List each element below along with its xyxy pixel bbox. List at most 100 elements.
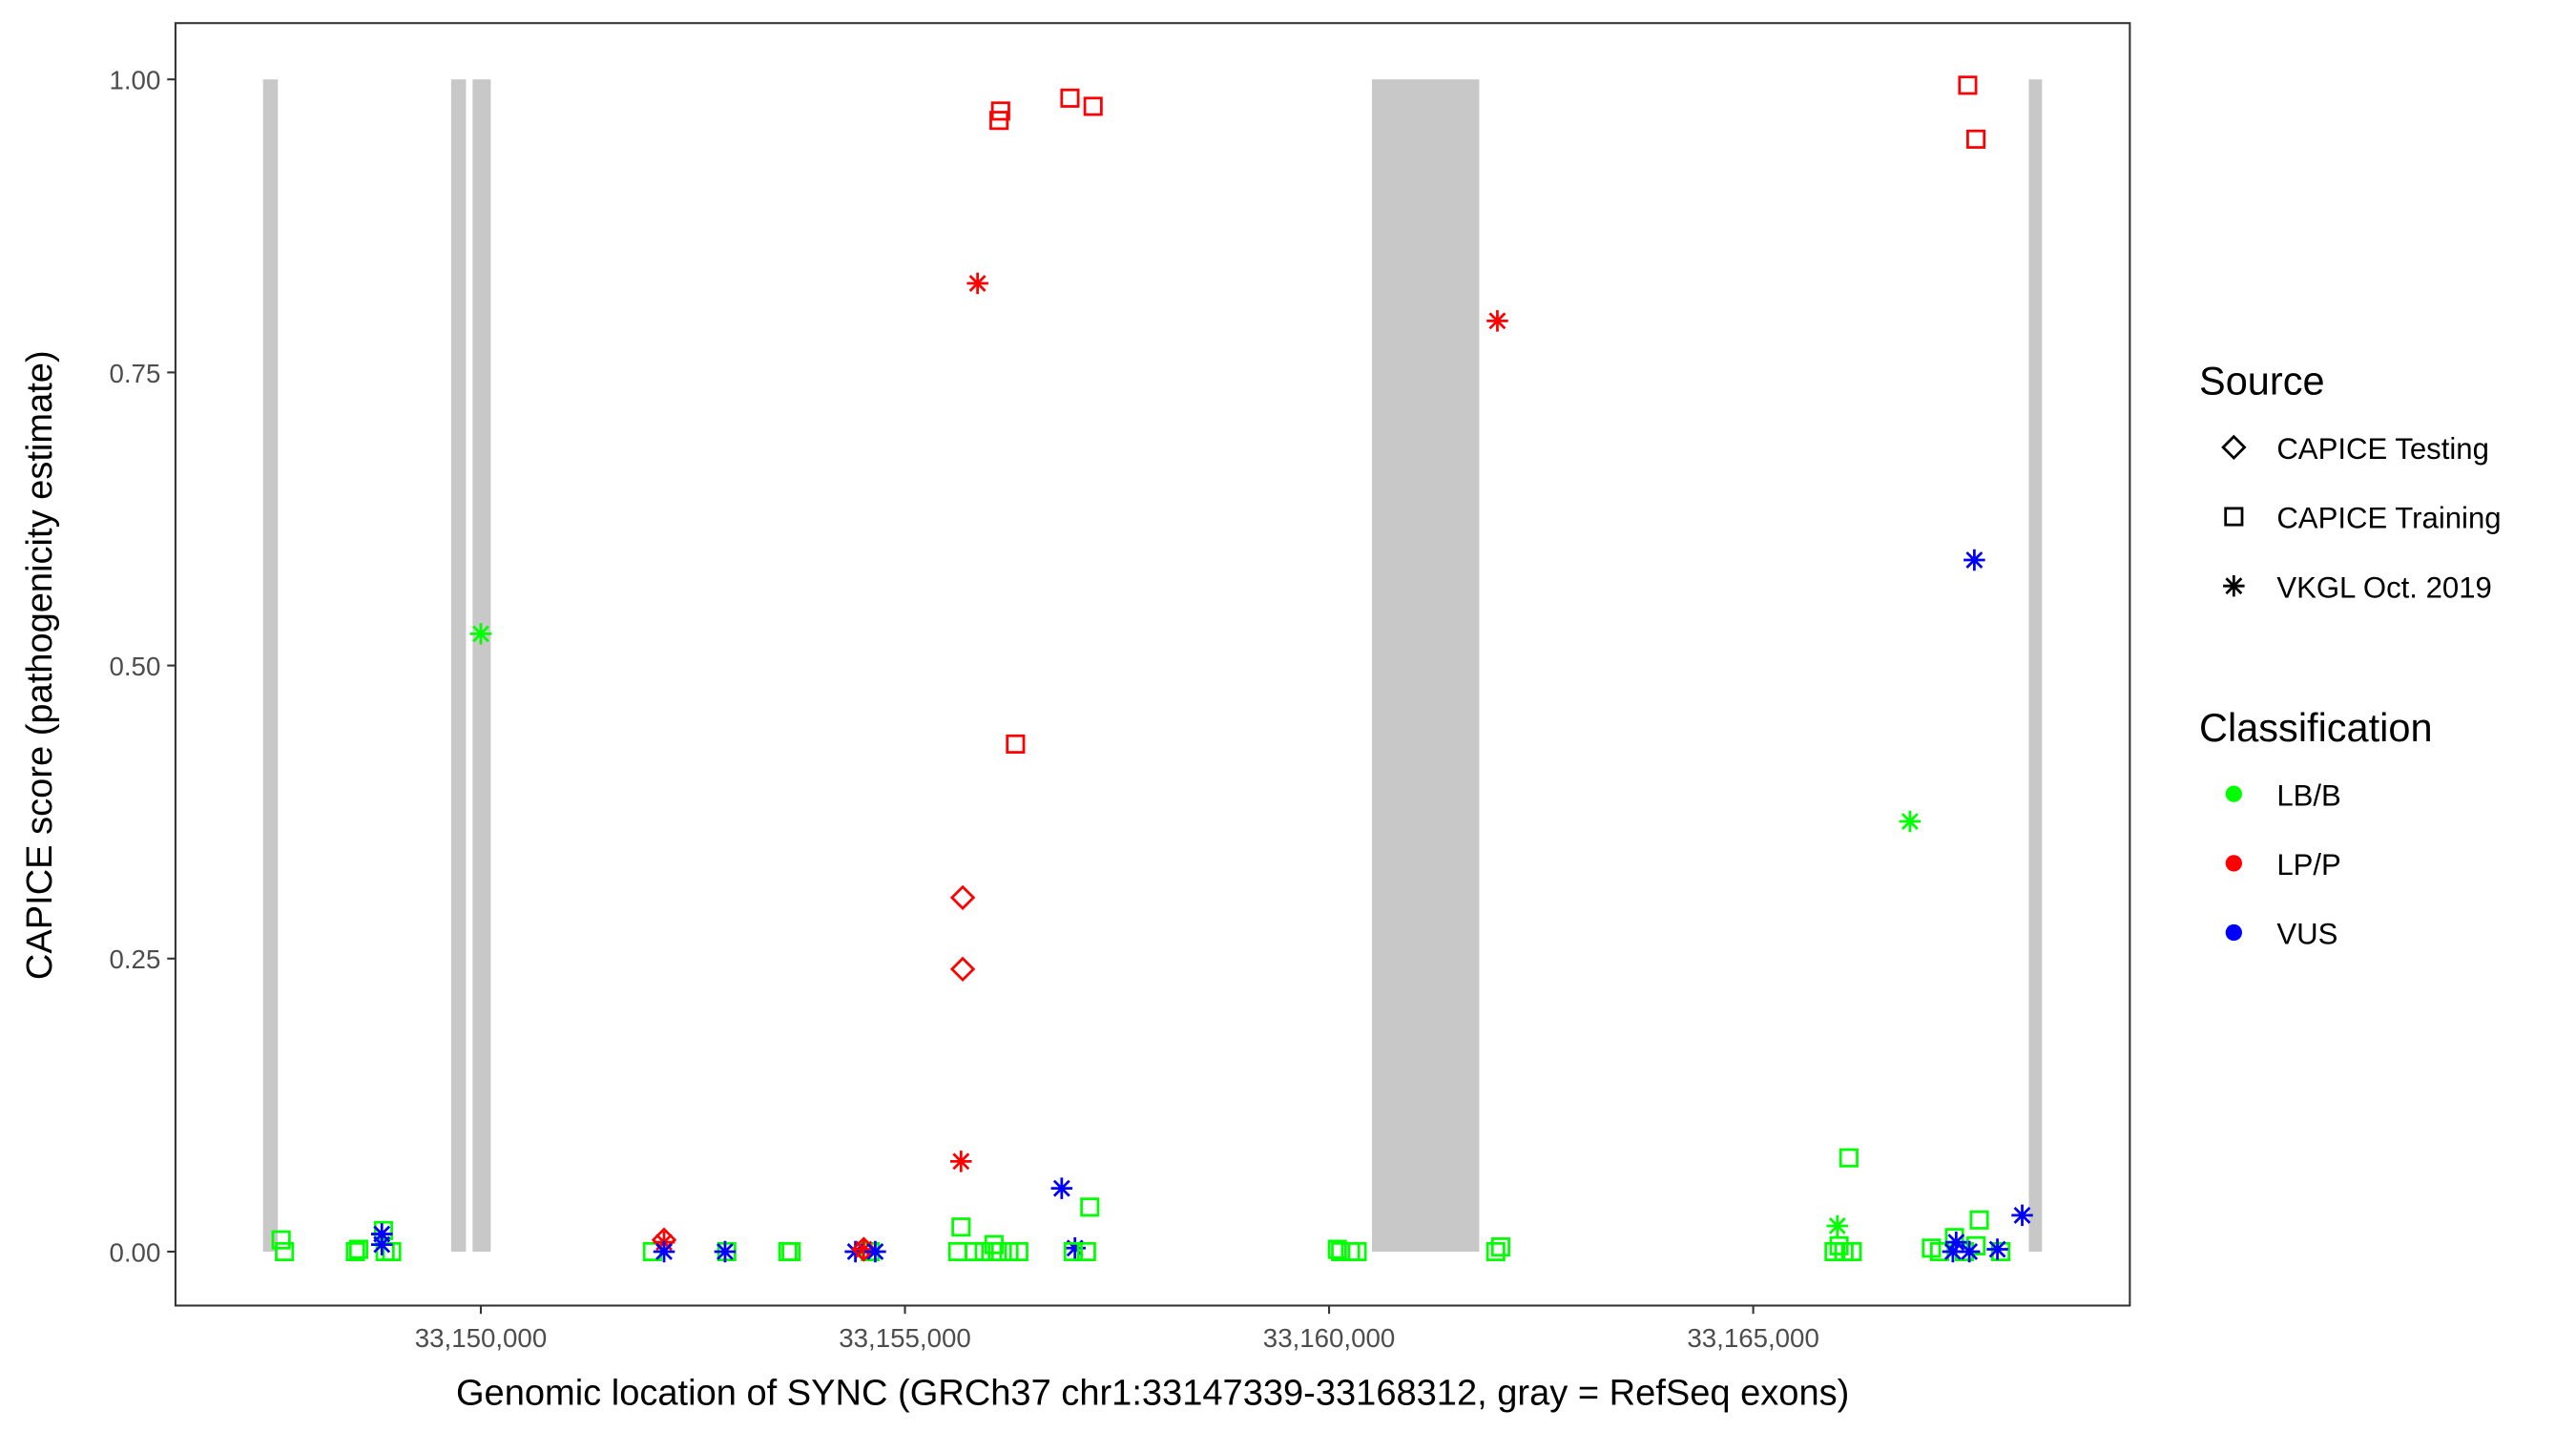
asterisk-marker	[1899, 810, 1922, 833]
square-marker	[348, 1239, 368, 1259]
exon-band	[2028, 79, 2043, 1252]
data-point	[781, 1241, 801, 1262]
data-point	[1050, 1177, 1073, 1199]
asterisk-marker	[1942, 1240, 1964, 1263]
x-tick-label: 33,165,000	[1687, 1323, 1819, 1353]
data-point	[999, 1241, 1019, 1262]
legend: Source CAPICE Testing CAPICE Training VKGL…	[2199, 358, 2502, 950]
data-point	[949, 956, 976, 983]
data-point	[1842, 1241, 1862, 1262]
data-point	[947, 1241, 967, 1262]
data-point	[1824, 1241, 1844, 1262]
data-point	[1076, 1241, 1096, 1262]
data-point	[1945, 1231, 1967, 1254]
square-marker	[1083, 96, 1103, 116]
data-point	[1063, 1241, 1083, 1262]
square-marker	[2224, 507, 2244, 527]
data-point	[714, 1240, 737, 1263]
square-marker	[275, 1241, 295, 1262]
data-point	[348, 1239, 368, 1259]
square-marker	[1958, 75, 1978, 95]
data-point	[1083, 96, 1103, 116]
data-point	[1839, 1148, 1859, 1168]
y-tick-label: 0.75	[109, 359, 160, 388]
square-marker	[1076, 1241, 1096, 1262]
legend-label-class: VUS	[2276, 918, 2337, 951]
asterisk-marker	[714, 1240, 737, 1263]
asterisk-marker	[1826, 1214, 1849, 1237]
data-points	[271, 75, 2033, 1263]
square-marker	[1347, 1241, 1367, 1262]
square-marker	[1966, 129, 1986, 149]
square-marker	[1490, 1237, 1510, 1257]
asterisk-marker	[1958, 1240, 1981, 1263]
square-marker	[1006, 734, 1026, 754]
data-point	[1060, 88, 1080, 108]
exon-band	[1372, 79, 1480, 1252]
data-point	[1064, 1237, 1086, 1259]
square-marker	[1060, 88, 1080, 108]
square-marker	[1842, 1241, 1862, 1262]
square-marker	[1969, 1210, 1989, 1230]
square-marker	[1327, 1239, 1347, 1259]
asterisk-marker	[864, 1240, 886, 1263]
legend-key-dot	[2225, 855, 2242, 872]
data-point	[345, 1241, 365, 1262]
square-marker	[1080, 1197, 1100, 1217]
square-marker	[1839, 1148, 1859, 1168]
data-point	[1958, 1240, 1981, 1263]
x-axis: 33,150,000 33,155,000 33,160,000 33,165,000	[415, 1305, 1819, 1353]
legend-source-title: Source	[2199, 358, 2325, 403]
data-point	[1486, 310, 1508, 332]
data-point	[1986, 1238, 2008, 1260]
asterisk-marker	[1963, 549, 1985, 571]
square-marker	[271, 1230, 291, 1250]
asterisk-marker	[370, 1234, 393, 1255]
x-tick-label: 33,160,000	[1263, 1323, 1396, 1353]
y-tick-label: 0.25	[109, 944, 160, 974]
asterisk-marker	[1986, 1238, 2008, 1260]
legend-label-class: LP/P	[2276, 848, 2340, 881]
asterisk-marker	[853, 1238, 875, 1260]
data-point	[966, 272, 988, 295]
square-marker	[373, 1220, 393, 1240]
plot-panel-border	[174, 22, 2131, 1307]
asterisk-marker	[1945, 1231, 1967, 1254]
data-point	[1485, 1241, 1506, 1262]
legend-label-testing: CAPICE Testing	[2276, 432, 2489, 466]
square-marker	[1485, 1241, 1506, 1262]
legend-label-training: CAPICE Training	[2276, 502, 2501, 535]
data-point	[1347, 1241, 1367, 1262]
asterisk-marker	[966, 272, 988, 295]
data-point	[951, 1217, 971, 1237]
legend-key-training	[2224, 507, 2244, 527]
data-point	[965, 1241, 985, 1262]
data-point	[373, 1220, 393, 1240]
diamond-marker	[949, 884, 976, 911]
y-axis: 0.00 0.25 0.50 0.75 1.00	[109, 66, 176, 1267]
data-point	[1942, 1240, 1964, 1263]
data-point	[949, 884, 976, 911]
square-marker	[951, 1217, 971, 1237]
data-point	[1963, 549, 1985, 571]
square-marker	[1966, 1235, 1986, 1255]
square-marker	[999, 1241, 1019, 1262]
exon-band	[472, 79, 491, 1252]
asterisk-marker	[950, 1151, 972, 1172]
diamond-marker	[2221, 434, 2247, 461]
asterisk-marker	[2223, 574, 2245, 597]
data-point	[1899, 810, 1922, 833]
x-axis-title: Genomic location of SYNC (GRCh37 chr1:33…	[456, 1373, 1849, 1413]
square-marker	[781, 1241, 801, 1262]
data-point	[370, 1234, 393, 1255]
data-point	[275, 1241, 295, 1262]
legend-class-title: Classification	[2199, 705, 2433, 750]
asterisk-marker	[469, 623, 492, 645]
data-point	[1969, 1210, 1989, 1230]
square-marker	[987, 1241, 1008, 1262]
asterisk-marker	[1486, 310, 1508, 332]
legend-key-dot	[2225, 923, 2242, 942]
data-point	[1958, 75, 1978, 95]
diamond-marker	[949, 956, 976, 983]
legend-label-class: LB/B	[2276, 778, 2340, 812]
